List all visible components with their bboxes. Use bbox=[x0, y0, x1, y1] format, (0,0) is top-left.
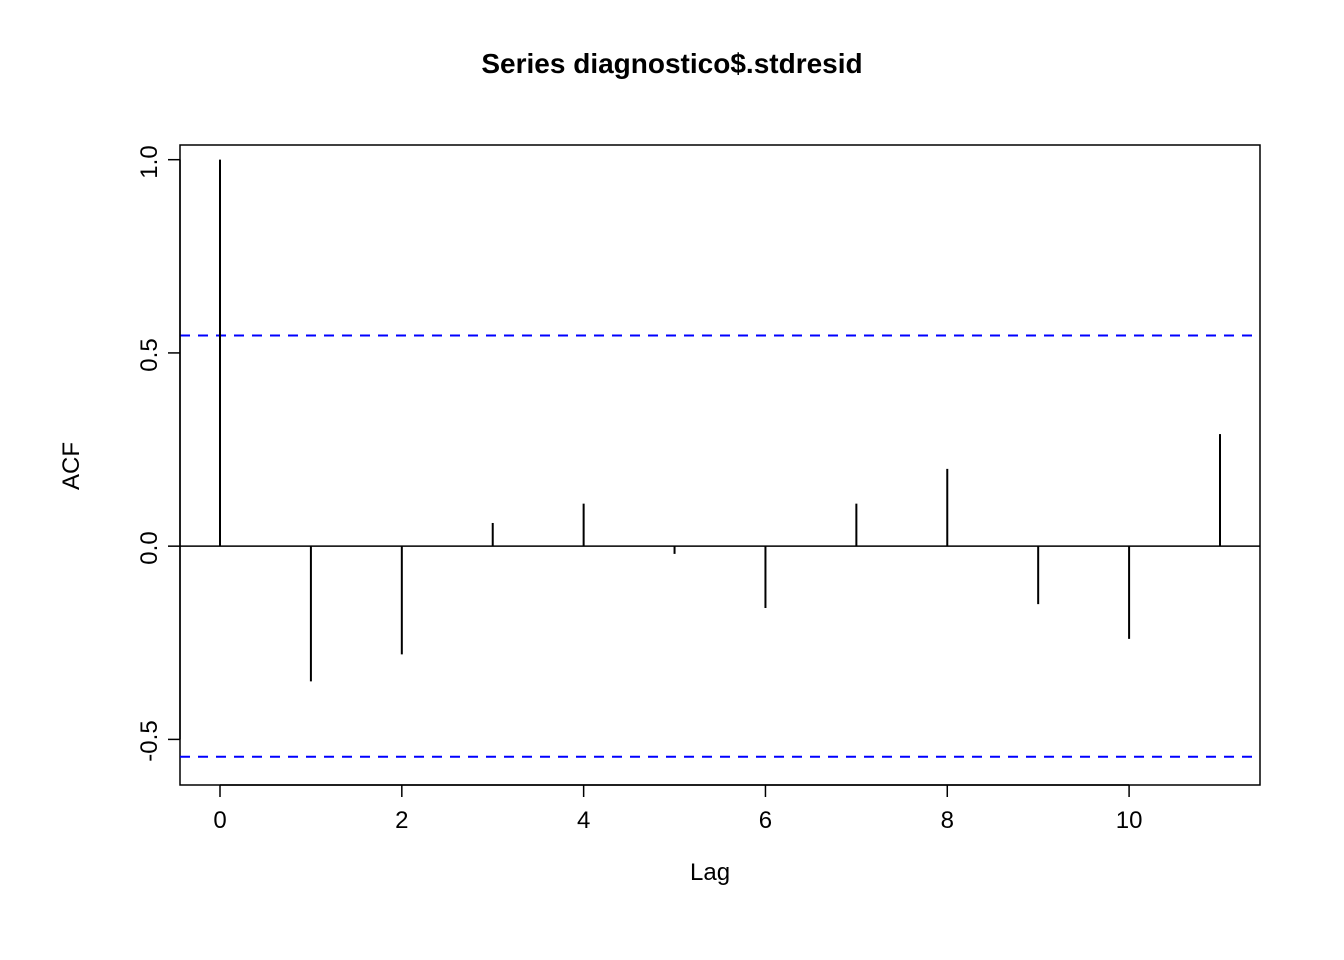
y-axis-label: ACF bbox=[58, 442, 86, 490]
x-tick-label: 0 bbox=[180, 807, 260, 835]
x-tick-label: 10 bbox=[1089, 807, 1169, 835]
x-tick-label: 6 bbox=[725, 807, 805, 835]
x-tick-label: 2 bbox=[362, 807, 442, 835]
x-axis-label: Lag bbox=[690, 859, 730, 887]
y-tick-label: -0.5 bbox=[136, 701, 164, 781]
y-tick-label: 0.5 bbox=[136, 315, 164, 395]
y-tick-label: 1.0 bbox=[136, 122, 164, 202]
x-tick-label: 8 bbox=[907, 807, 987, 835]
x-tick-label: 4 bbox=[544, 807, 624, 835]
y-tick-label: 0.0 bbox=[136, 508, 164, 588]
acf-chart: Series diagnostico$.stdresid Lag ACF 024… bbox=[0, 0, 1344, 960]
